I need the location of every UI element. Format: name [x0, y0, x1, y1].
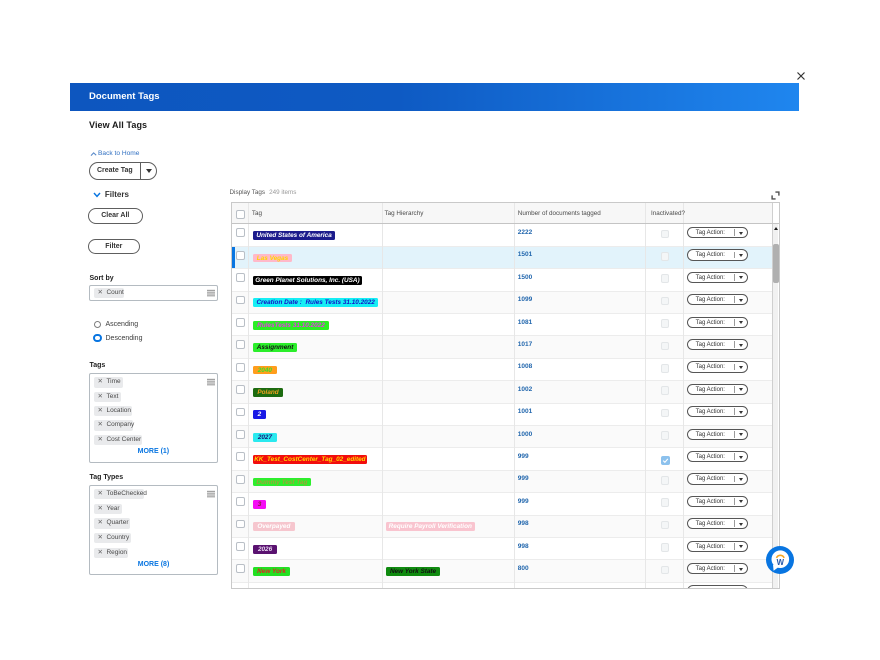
svg-text:W: W [776, 558, 784, 567]
